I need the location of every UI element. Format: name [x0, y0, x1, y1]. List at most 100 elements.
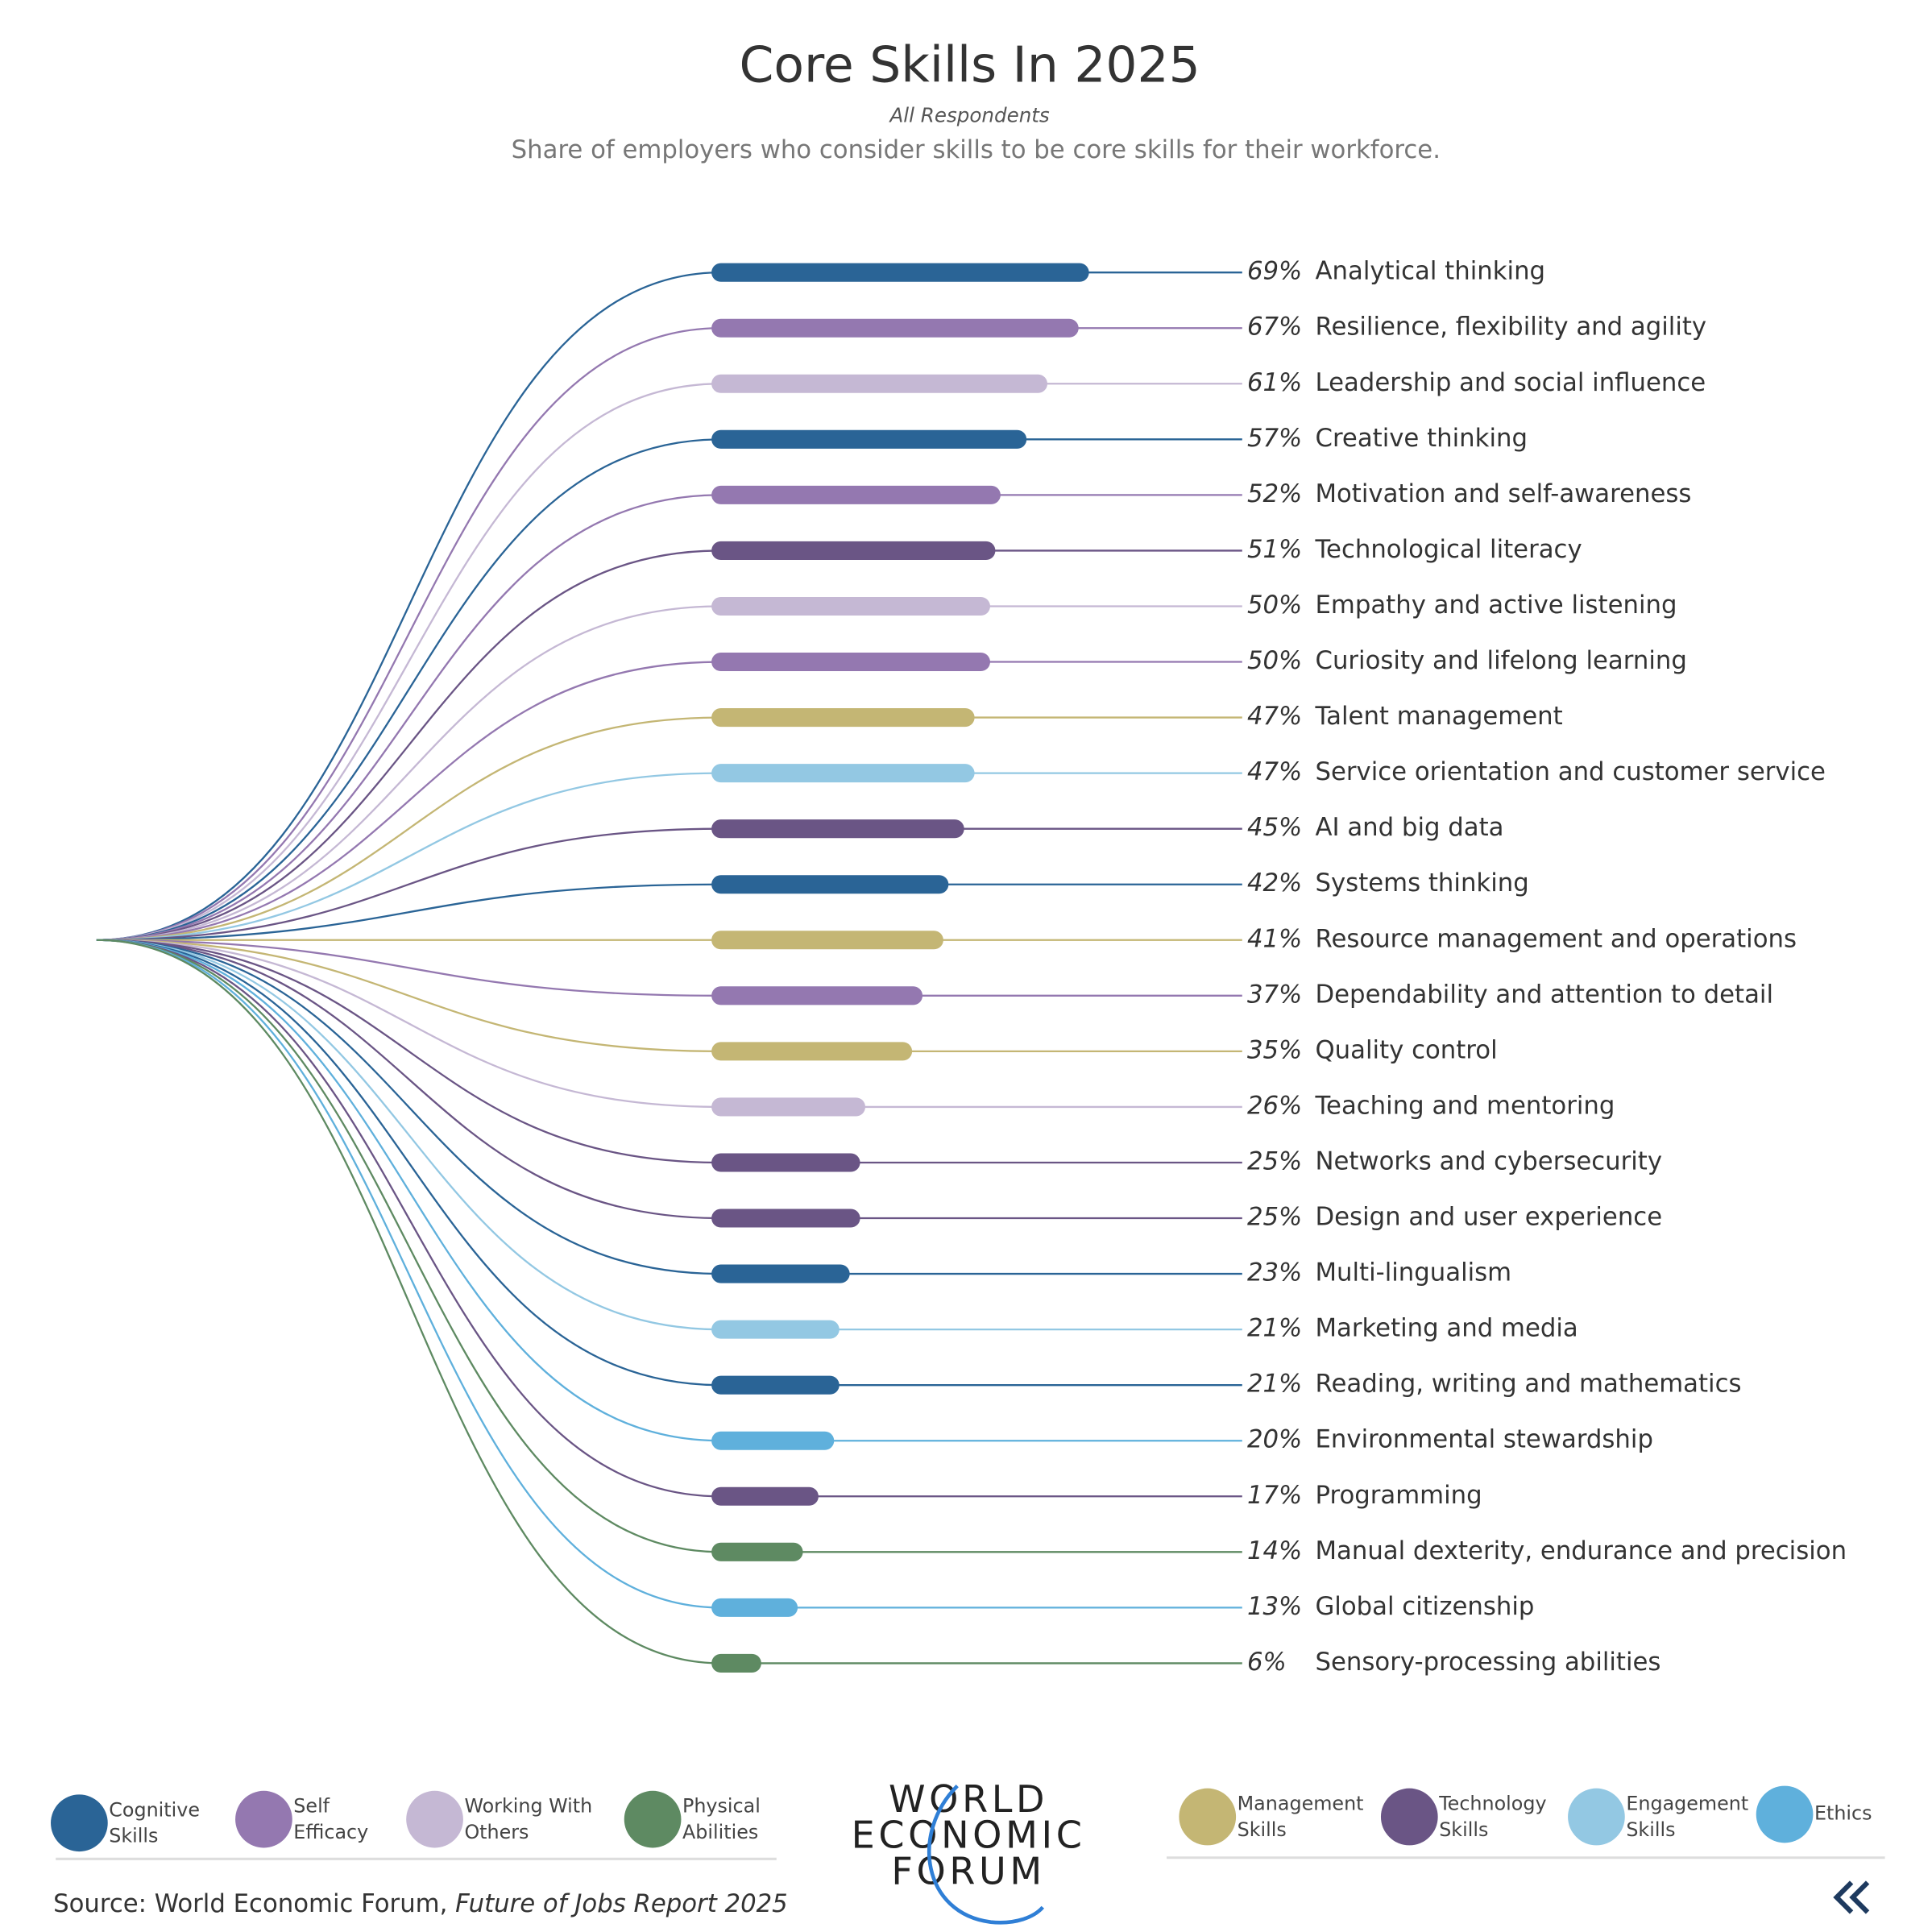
- legend-label: Working With Others: [464, 1794, 592, 1843]
- logo-arc: [927, 1784, 1045, 1925]
- value-label: 67%: [1247, 313, 1302, 342]
- connector: [96, 939, 1242, 1220]
- chart-title: Core Skills In 2025: [739, 37, 1200, 94]
- legend-label: Management Skills: [1238, 1792, 1364, 1840]
- value-label: 14%: [1247, 1536, 1302, 1565]
- value-label: 25%: [1247, 1146, 1302, 1175]
- category-label: Motivation and self-awareness: [1315, 479, 1691, 508]
- connector: [96, 272, 1242, 941]
- value-label: 21%: [1247, 1370, 1302, 1399]
- category-label: Multi-lingualism: [1315, 1258, 1511, 1287]
- connector: [96, 383, 1242, 941]
- category-label: Environmental stewardship: [1315, 1425, 1652, 1454]
- category-label: Reading, writing and mathematics: [1315, 1370, 1741, 1399]
- category-label: Networks and cybersecurity: [1315, 1146, 1662, 1175]
- source: Source: World Economic Forum, Future of …: [53, 1889, 788, 1918]
- category-label: Resilience, flexibility and agility: [1315, 313, 1706, 342]
- legend-swatch: [1179, 1788, 1237, 1846]
- value-label: 50%: [1247, 591, 1302, 620]
- legend-label: Technology Skills: [1438, 1792, 1546, 1840]
- category-label: Analytical thinking: [1315, 257, 1545, 286]
- value-label: 41%: [1247, 924, 1302, 953]
- source-prefix: Source: World Economic Forum,: [53, 1889, 447, 1918]
- legend-label: Self Efficacy: [293, 1794, 368, 1843]
- value-label: 25%: [1247, 1203, 1302, 1232]
- connector: [96, 605, 1242, 941]
- legend-label: Ethics: [1814, 1801, 1872, 1824]
- value-label: 47%: [1247, 702, 1302, 731]
- source-title: Future of Jobs Report 2025: [455, 1889, 788, 1918]
- value-label: 47%: [1247, 757, 1302, 786]
- connector: [96, 661, 1242, 941]
- category-label: Global citizenship: [1315, 1592, 1534, 1621]
- category-label: Creative thinking: [1315, 424, 1528, 453]
- connector: [96, 549, 1242, 941]
- category-label: Empathy and active listening: [1315, 591, 1677, 620]
- connector: [96, 438, 1242, 941]
- value-label: 20%: [1247, 1425, 1302, 1454]
- legend-label: Physical Abilities: [682, 1794, 761, 1843]
- value-label: 23%: [1247, 1258, 1302, 1287]
- connector: [96, 494, 1242, 941]
- legend-swatch: [235, 1790, 292, 1848]
- collapse-icon[interactable]: [1833, 1880, 1870, 1914]
- connector: [96, 939, 1242, 1665]
- category-label: Dependability and attention to detail: [1315, 980, 1773, 1009]
- legend-swatch: [1568, 1788, 1625, 1846]
- connector: [96, 827, 1242, 941]
- value-label: 61%: [1247, 368, 1302, 397]
- connector: [96, 772, 1242, 941]
- category-label: Technological literacy: [1314, 535, 1582, 564]
- chart-subtitle: All Respondents: [888, 103, 1049, 126]
- connector: [96, 939, 1242, 997]
- chart-description: Share of employers who consider skills t…: [512, 135, 1441, 164]
- category-label: Talent management: [1314, 702, 1562, 731]
- value-label: 50%: [1247, 646, 1302, 675]
- legend-label: Engagement Skills: [1626, 1792, 1748, 1840]
- value-label: 35%: [1247, 1035, 1302, 1064]
- legend-swatch: [51, 1794, 108, 1852]
- category-label: Design and user experience: [1315, 1203, 1662, 1232]
- category-label: Programming: [1315, 1481, 1482, 1510]
- category-label: Service orientation and customer service: [1315, 757, 1825, 786]
- value-label: 51%: [1247, 535, 1302, 564]
- connector: [96, 939, 1242, 1164]
- category-label: Manual dexterity, endurance and precisio…: [1315, 1536, 1847, 1565]
- value-label: 69%: [1247, 257, 1302, 286]
- value-label: 57%: [1247, 424, 1302, 453]
- connector: [96, 939, 1242, 1053]
- connector: [96, 939, 1242, 1442]
- value-label: 45%: [1247, 813, 1302, 842]
- logo-text: FORUM: [891, 1849, 1045, 1893]
- logo-text: WORLD: [889, 1777, 1048, 1821]
- category-label: Quality control: [1315, 1035, 1497, 1064]
- logo-text: ECONOMIC: [852, 1814, 1086, 1857]
- value-label: 37%: [1247, 980, 1302, 1009]
- legend-label: Cognitive Skills: [109, 1798, 200, 1847]
- value-label: 6%: [1247, 1648, 1287, 1677]
- connector: [96, 716, 1242, 941]
- value-label: 26%: [1247, 1091, 1302, 1120]
- value-label: 42%: [1247, 869, 1302, 898]
- value-label: 17%: [1247, 1481, 1302, 1510]
- category-label: Sensory-processing abilities: [1315, 1648, 1660, 1677]
- legend-swatch: [1756, 1785, 1814, 1843]
- legend-swatch: [624, 1790, 682, 1848]
- category-label: Marketing and media: [1315, 1314, 1578, 1343]
- value-label: 13%: [1247, 1592, 1302, 1621]
- category-label: Leadership and social influence: [1315, 368, 1706, 397]
- category-label: Curiosity and lifelong learning: [1315, 646, 1686, 675]
- value-label: 52%: [1247, 479, 1302, 508]
- connector: [96, 939, 1242, 1387]
- connector: [96, 939, 1242, 1553]
- connector: [96, 939, 1242, 1498]
- category-label: Systems thinking: [1315, 869, 1528, 898]
- value-label: 21%: [1247, 1314, 1302, 1343]
- category-label: Resource management and operations: [1315, 924, 1797, 953]
- legend-swatch: [406, 1790, 463, 1848]
- connector: [96, 939, 1242, 1109]
- connector: [96, 883, 1242, 941]
- connector: [96, 939, 1242, 1275]
- connector: [96, 939, 1242, 1609]
